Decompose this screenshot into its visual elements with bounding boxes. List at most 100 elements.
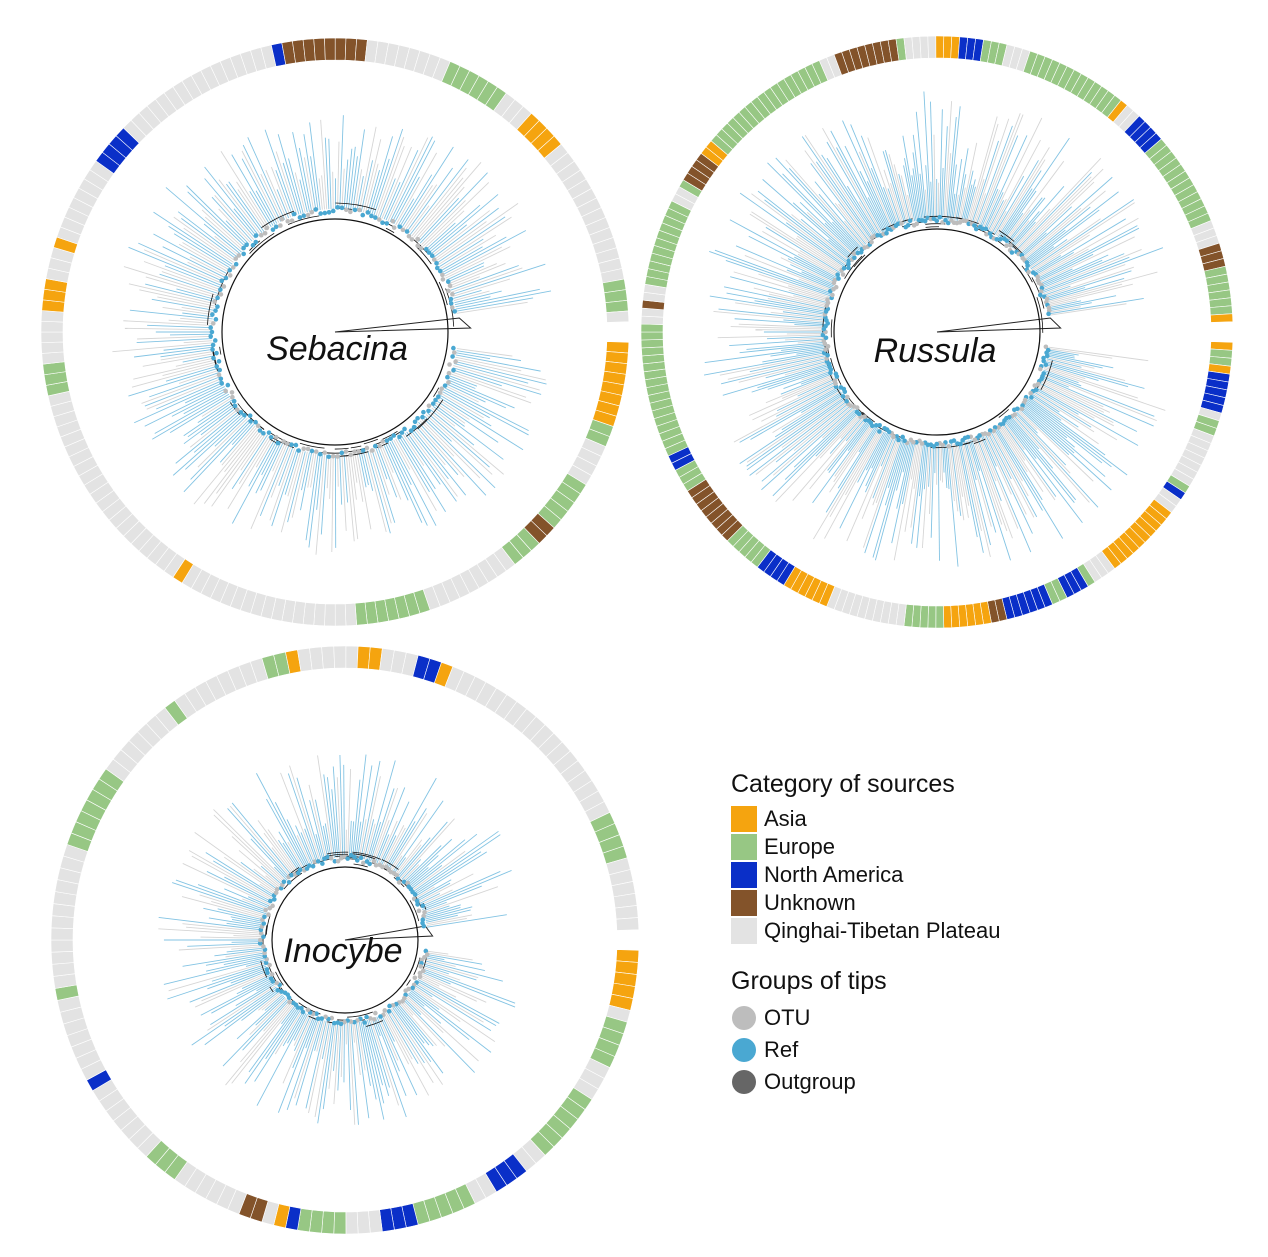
otu-tip-point — [273, 434, 279, 440]
otu-tip-point — [279, 216, 285, 222]
ref-tip-label — [904, 158, 917, 222]
ref-tip-label — [159, 273, 219, 294]
otu-tip-label — [762, 230, 840, 276]
ref-tip-label — [416, 879, 452, 900]
ref-tip-label — [203, 223, 241, 255]
otu-tip-point — [236, 253, 242, 258]
otu-tip-label — [263, 1001, 291, 1032]
otu-tip-label — [238, 435, 270, 485]
otu-tip-label — [218, 208, 251, 243]
otu-tip-label — [329, 454, 332, 499]
ref-tip-label — [385, 149, 419, 221]
ref-tip-label — [1040, 376, 1154, 427]
otu-tip-label — [733, 271, 829, 301]
ref-tip-label — [454, 360, 547, 385]
otu-tip-point — [437, 390, 443, 396]
otu-tip-label — [321, 175, 325, 210]
ref-tip-label — [182, 952, 264, 967]
ref-tip-label — [147, 324, 213, 329]
ref-tip-label — [138, 242, 224, 282]
ref-tip-label — [456, 352, 491, 360]
ref-tip-label — [450, 265, 519, 291]
ref-tip-label — [231, 802, 293, 877]
ref-tip-label — [424, 906, 461, 918]
ref-tip-label — [165, 187, 242, 253]
otu-tip-label — [255, 438, 274, 468]
otu-tip-point — [368, 1016, 373, 1021]
ref-tip-label — [244, 1007, 298, 1084]
ref-tip-label — [987, 200, 1005, 232]
otu-tip-label — [231, 1004, 294, 1084]
ref-tip-label — [871, 433, 889, 469]
otu-tip-point — [440, 277, 446, 282]
otu-tip-label — [405, 996, 444, 1034]
ref-tip-label — [796, 349, 826, 355]
otu-tip-label — [1039, 379, 1111, 413]
ref-tip-label — [971, 439, 1011, 561]
ref-tip-label — [456, 297, 534, 312]
otu-tip-label — [240, 433, 267, 471]
ref-tip-label — [962, 184, 973, 223]
otu-tip-point — [891, 434, 896, 440]
ref-tip-point — [450, 354, 455, 359]
otu-tip-point — [369, 448, 375, 453]
ref-tip-point — [1025, 263, 1030, 269]
otu-tip-label — [713, 311, 825, 323]
ref-tip-label — [406, 167, 454, 233]
ref-tip-label — [399, 174, 433, 228]
ref-tip-point — [451, 367, 456, 373]
ref-tip-label — [422, 970, 516, 1008]
ref-tip-label — [955, 148, 969, 221]
ref-tip-label — [242, 144, 282, 222]
otu-tip-point — [343, 449, 349, 454]
otu-tip-label — [352, 1022, 356, 1043]
ref-tip-label — [224, 888, 269, 909]
otu-tip-label — [428, 410, 504, 475]
ref-tip-label — [167, 965, 267, 1000]
otu-tip-label — [382, 825, 405, 867]
ref-tip-label — [454, 290, 502, 304]
ref-tip-label — [368, 1019, 390, 1088]
ref-tip-label — [207, 967, 267, 990]
ref-tip-point — [208, 334, 214, 339]
otu-tip-label — [225, 1003, 293, 1086]
otu-tip-label — [395, 152, 438, 226]
otu-tip-point — [348, 209, 353, 215]
otu-tip-label — [1014, 413, 1071, 474]
ref-tip-label — [443, 230, 527, 275]
ref-tip-label — [746, 397, 846, 471]
ref-tip-label — [392, 800, 444, 873]
otu-tip-label — [867, 137, 900, 226]
otu-tip-label — [203, 429, 261, 504]
ref-tip-label — [800, 372, 832, 385]
otu-tip-label — [411, 167, 467, 237]
otu-tip-label — [259, 883, 276, 895]
ref-tip-label — [172, 413, 244, 476]
ref-tip-label — [193, 411, 242, 453]
ref-tip-label — [426, 914, 507, 928]
otu-tip-point — [439, 386, 444, 392]
source-segment — [605, 310, 630, 323]
ref-tip-point — [436, 394, 441, 400]
otu-tip-label — [402, 864, 420, 881]
ref-tip-point — [335, 205, 340, 210]
ref-tip-point — [297, 215, 303, 220]
ref-tip-label — [213, 860, 275, 898]
ref-tip-point — [319, 1016, 325, 1021]
ref-tip-label — [794, 256, 838, 280]
otu-tip-label — [303, 157, 315, 211]
ref-tip-point — [253, 419, 258, 425]
ref-tip-label — [444, 387, 529, 432]
otu-tip-point — [342, 1019, 347, 1025]
ref-tip-label — [219, 424, 255, 463]
otu-tip-label — [379, 446, 402, 500]
ref-tip-label — [298, 147, 313, 212]
ref-tip-label — [296, 777, 322, 861]
ref-tip-point — [399, 430, 405, 435]
otu-tip-label — [819, 414, 861, 459]
source-segment — [943, 605, 953, 629]
ref-tip-label — [709, 295, 826, 315]
ref-tip-label — [128, 246, 222, 286]
otu-tip-label — [420, 889, 453, 906]
ref-tip-label — [750, 388, 840, 440]
